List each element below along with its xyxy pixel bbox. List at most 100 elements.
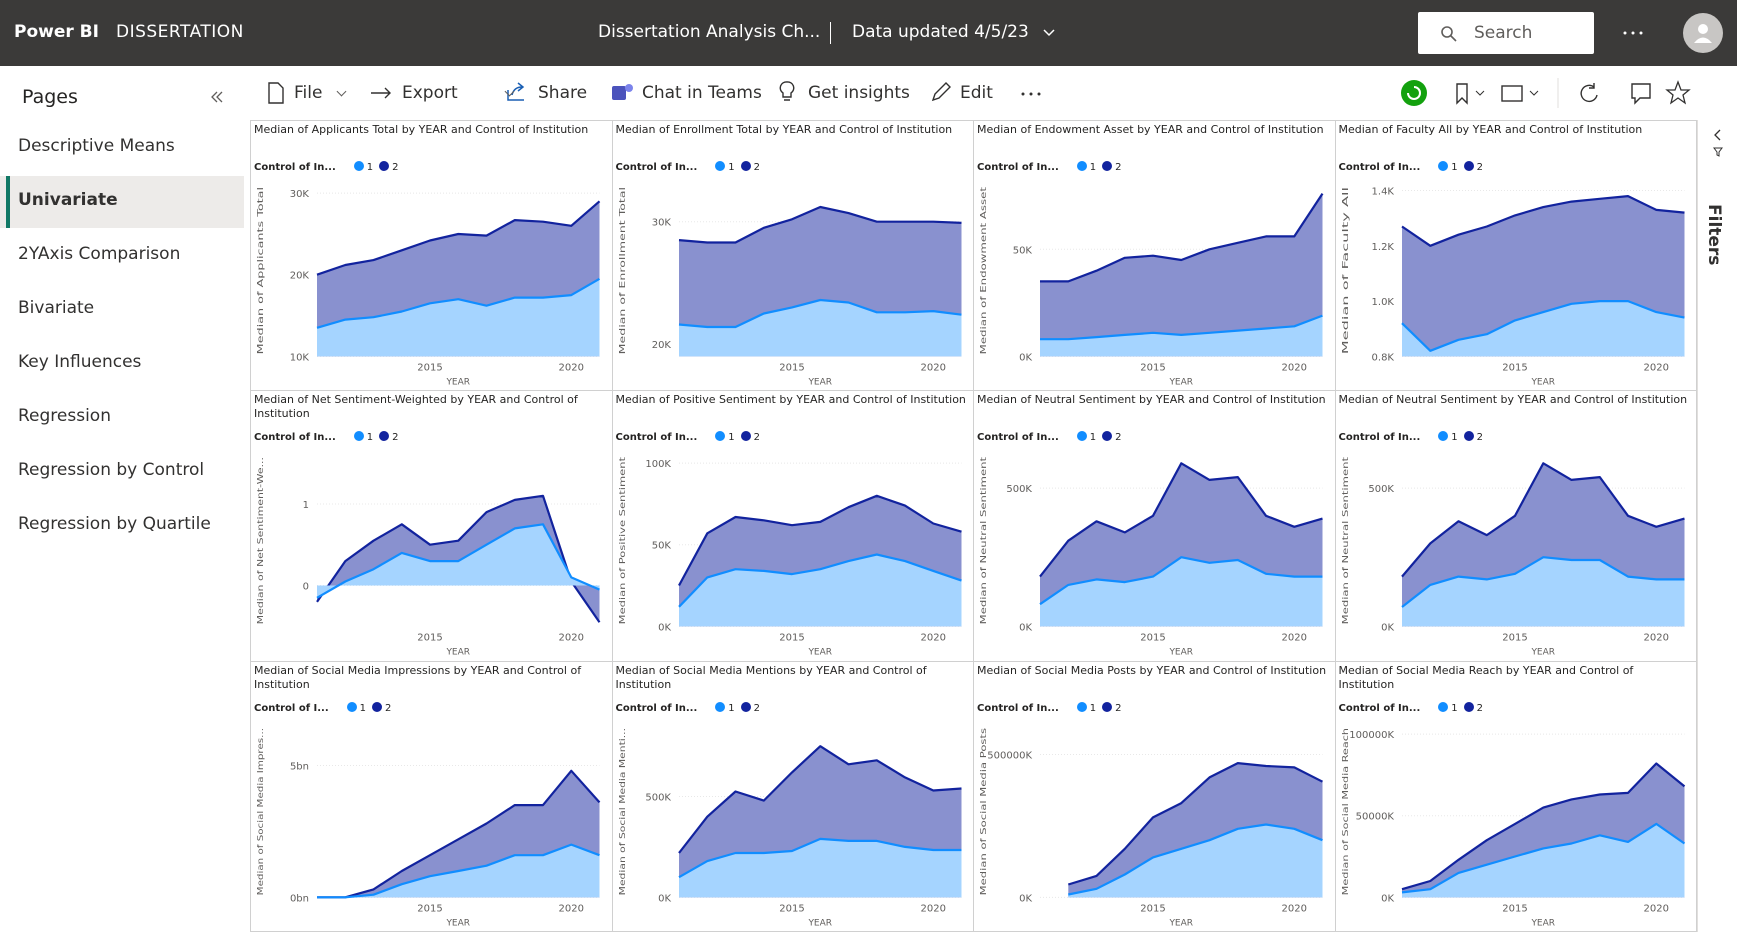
legend-label[interactable]: 2 [1476, 432, 1484, 444]
legend-swatch [1076, 161, 1087, 171]
y-axis-title: Median of Neutral Sentiment [1341, 457, 1350, 624]
workspace[interactable]: DISSERTATION [116, 22, 244, 42]
y-tick-label: 500K [1006, 484, 1032, 495]
legend: Control of I... 1 2 [254, 701, 392, 714]
page-tab[interactable]: Regression by Quartile [18, 514, 211, 534]
page-tab[interactable]: Regression by Control [18, 460, 205, 480]
page-tab[interactable]: Descriptive Means [18, 136, 175, 156]
legend-title: Control of In... [254, 162, 336, 173]
area [1401, 823, 1684, 897]
toolbar-button[interactable]: Edit [960, 83, 993, 103]
legend-label[interactable]: 1 [1089, 162, 1097, 173]
insights-icon [779, 81, 795, 101]
app-name[interactable]: Power BI [14, 22, 99, 42]
legend-label[interactable]: 1 [1451, 702, 1458, 714]
x-axis-title: YEAR [1168, 648, 1193, 658]
toolbar-button[interactable]: Export [402, 83, 458, 103]
legend-label[interactable]: 2 [1115, 432, 1122, 444]
legend-swatch [715, 161, 726, 171]
x-axis-title: YEAR [1168, 377, 1193, 387]
more-tools[interactable] [1020, 91, 1042, 97]
filters-label[interactable]: Filters [1704, 204, 1724, 266]
chevron[interactable] [1042, 28, 1056, 38]
export-icon [371, 87, 391, 99]
legend-label[interactable]: 2 [1476, 702, 1484, 714]
chart-visual: Median of Positive Sentiment by YEAR and… [611, 390, 974, 662]
y-axis-title: Median of Neutral Sentiment [979, 457, 988, 624]
chart-visual: Median of Endowment Asset by YEAR and Co… [973, 119, 1336, 392]
legend-label[interactable]: 2 [392, 432, 399, 444]
line [317, 769, 601, 899]
search-icon [1441, 26, 1457, 42]
legend-swatch [372, 701, 383, 712]
legend-label[interactable]: 2 [1115, 702, 1122, 714]
x-axis-title: YEAR [1530, 918, 1555, 928]
legend-swatch [1463, 701, 1474, 712]
legend-label[interactable]: 1 [359, 702, 367, 714]
right-tools[interactable] [1400, 74, 1737, 112]
y-tick-label: 20K [290, 271, 310, 282]
search-box[interactable]: Search [1418, 12, 1594, 54]
collapse-icon[interactable] [210, 90, 224, 104]
more-icon[interactable] [1622, 30, 1644, 36]
line [1040, 314, 1323, 341]
legend-swatch [1076, 431, 1087, 442]
legend-swatch [1438, 431, 1449, 442]
edit-icon [931, 82, 951, 102]
line [1400, 195, 1685, 247]
legend-swatch [379, 161, 390, 171]
legend: Control of In... 1 2 [1339, 161, 1484, 173]
page-tab[interactable]: Univariate [18, 190, 118, 210]
legend-label[interactable]: 2 [753, 702, 761, 714]
toolbar-button[interactable]: Share [538, 83, 588, 103]
page-tab[interactable]: Regression [18, 406, 111, 426]
legend-label[interactable]: 1 [1089, 432, 1097, 444]
y-axis-title: Median of Social Media Reach [1341, 728, 1350, 895]
legend-label[interactable]: 1 [728, 702, 735, 714]
line [1400, 300, 1685, 352]
legend-label[interactable]: 1 [366, 432, 374, 444]
legend-label[interactable]: 1 [1089, 702, 1097, 714]
legend-label[interactable]: 2 [392, 162, 399, 173]
expand-icon[interactable] [1710, 128, 1726, 158]
x-tick-label: 2015 [417, 362, 442, 373]
y-axis-title: Median of Social Media Posts [979, 728, 988, 895]
legend-label[interactable]: 2 [753, 432, 761, 444]
toolbar-button[interactable]: Chat in Teams [642, 83, 762, 103]
plot: 0K 50000K 100000K 2015 2020 YEAR Median of Soc… [1341, 728, 1685, 928]
legend-label[interactable]: 1 [728, 162, 735, 173]
report-canvas: Median of Applicants Total by YEAR and C… [250, 119, 1697, 932]
legend-title: Control of In... [254, 432, 336, 444]
legend-swatch [353, 431, 364, 442]
chart-visual: Median of Social Media Reach by YEAR and… [1334, 660, 1697, 932]
legend-label[interactable]: 2 [1115, 162, 1122, 173]
share-icon [507, 82, 525, 101]
toolbar-button[interactable]: Get insights [808, 83, 910, 103]
legend-label[interactable]: 2 [753, 162, 761, 173]
line [1040, 192, 1324, 283]
legend-title: Control of In... [977, 702, 1059, 714]
x-tick-label: 2020 [920, 362, 945, 373]
pages-pane: Pages Descriptive Means Univariate 2YAxis … [0, 66, 251, 932]
plot: 0K 50K 100K 2015 2020 YEAR Median of Positive … [618, 457, 962, 658]
toolbar-button[interactable]: File [294, 83, 323, 103]
legend-label[interactable]: 1 [1451, 162, 1458, 173]
page-tab[interactable]: Bivariate [18, 298, 95, 318]
y-axis-title: Median of Faculty All [1341, 187, 1350, 354]
legend-label[interactable]: 2 [385, 702, 392, 714]
line [1401, 822, 1685, 894]
legend-label[interactable]: 1 [366, 162, 374, 173]
legend-label[interactable]: 1 [1451, 432, 1458, 444]
line [1039, 556, 1323, 606]
report-name[interactable]: Dissertation Analysis Ch... [598, 22, 821, 42]
chart-title: Median of Neutral Sentiment by YEAR and … [977, 393, 1326, 407]
page-tab[interactable]: 2YAxis Comparison [18, 244, 181, 264]
legend-label[interactable]: 1 [728, 432, 735, 444]
line [316, 495, 601, 624]
data-updated[interactable]: Data updated 4/5/23 [852, 22, 1029, 42]
x-axis-title: YEAR [445, 918, 470, 928]
avatar[interactable] [1682, 12, 1724, 54]
chart-title: Median of Endowment Asset by YEAR and Co… [977, 123, 1324, 136]
page-tab[interactable]: Key Influences [18, 352, 142, 372]
legend-label[interactable]: 2 [1476, 162, 1484, 173]
